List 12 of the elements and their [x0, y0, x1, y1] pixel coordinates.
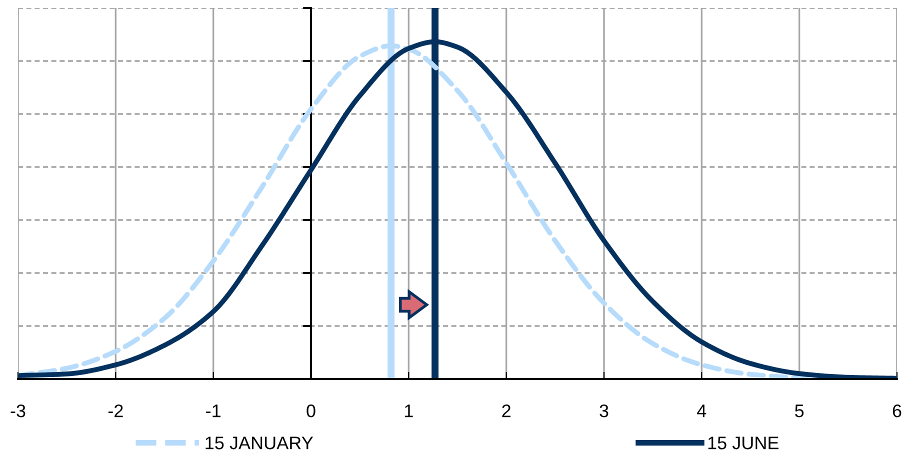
x-tick-label: 2 [502, 404, 510, 418]
x-tick-label: -2 [108, 404, 123, 418]
x-tick-label: -1 [206, 404, 220, 418]
x-tick-label: 3 [600, 404, 608, 418]
x-tick-label: -3 [10, 404, 26, 418]
x-tick-label: 4 [697, 404, 706, 418]
legend-label: 15 JUNE [708, 436, 778, 450]
legend-label: 15 JANUARY [206, 436, 314, 450]
x-tick-label: 1 [405, 404, 413, 418]
x-tick-label: 5 [795, 404, 804, 418]
x-tick-label: 0 [306, 404, 316, 418]
x-tick-label: 6 [892, 404, 902, 418]
